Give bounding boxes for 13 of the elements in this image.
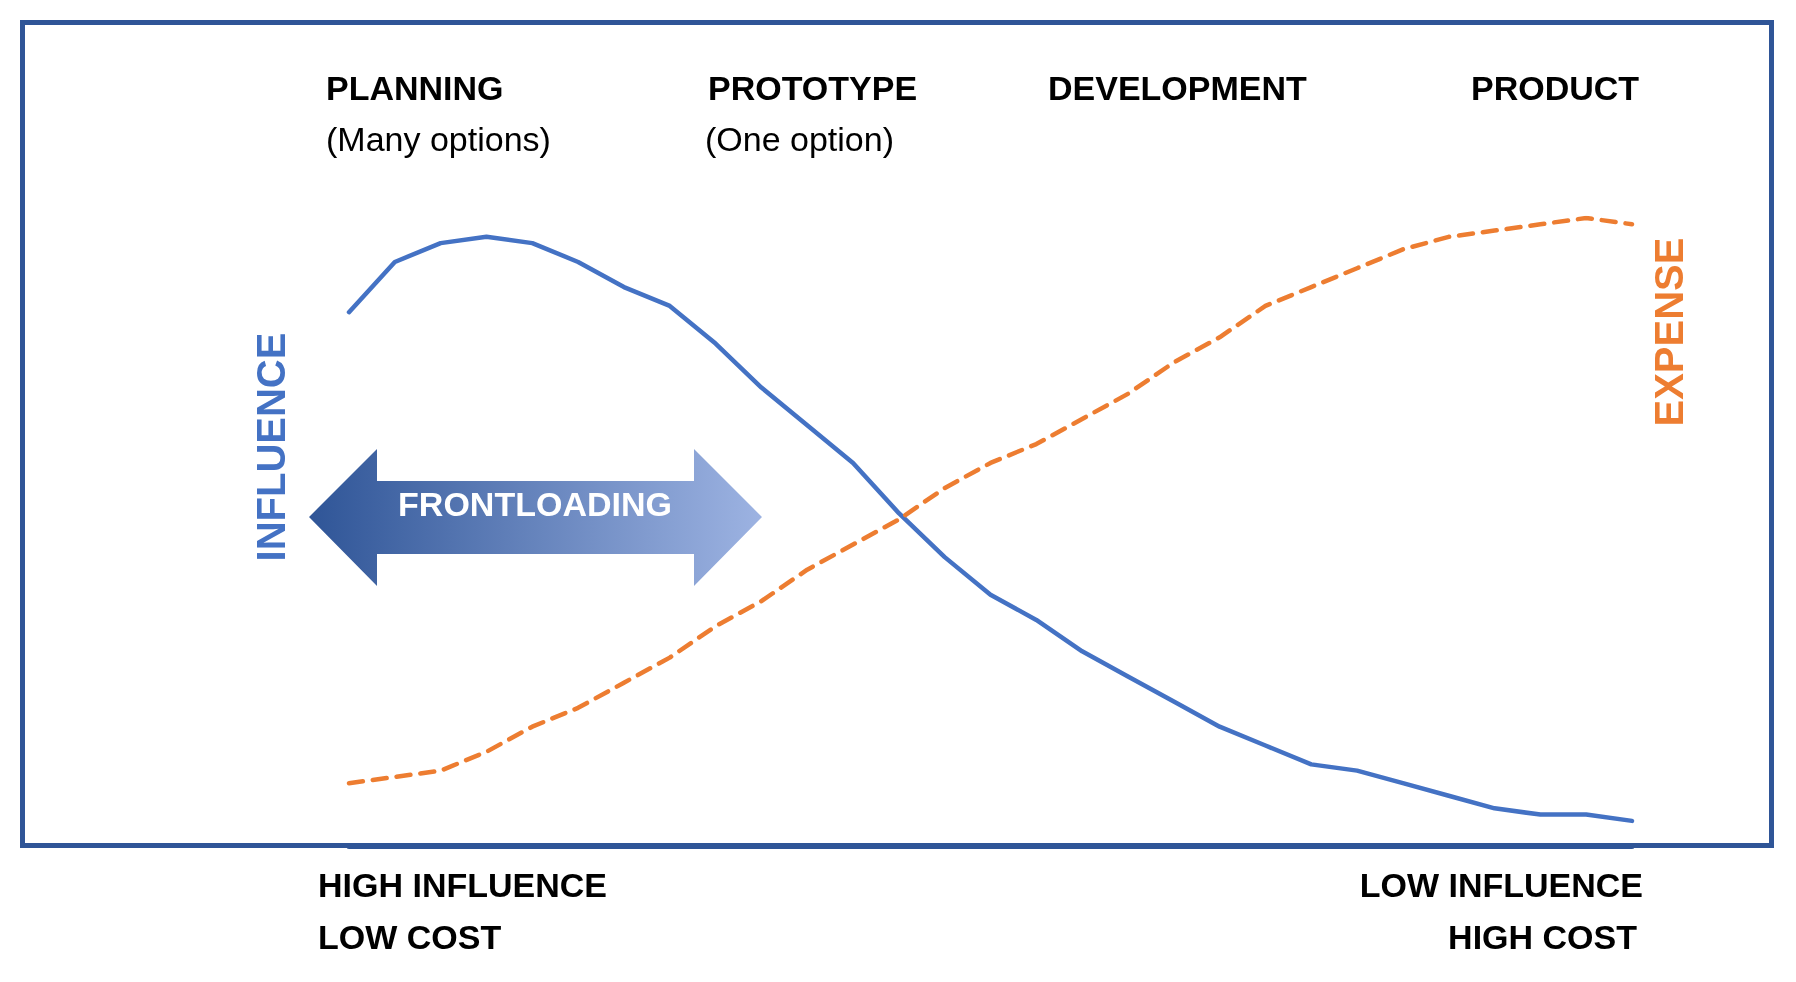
- text: LOW INFLUENCE: [1359, 866, 1643, 904]
- text: PROTOTYPE: [708, 69, 918, 107]
- text: HIGH INFLUENCE: [318, 866, 607, 904]
- text: HIGH COST: [1448, 918, 1637, 956]
- text: EXPENSE: [1647, 237, 1691, 427]
- annotation: FRONTLOADING: [398, 485, 672, 523]
- text: PRODUCT: [1471, 69, 1640, 107]
- text: INFLUENCE: [249, 332, 293, 562]
- text: PLANNING: [326, 69, 504, 107]
- text: DEVELOPMENT: [1048, 69, 1307, 107]
- text: LOW COST: [318, 918, 502, 956]
- text: (One option): [705, 120, 894, 158]
- text: (Many options): [326, 120, 551, 158]
